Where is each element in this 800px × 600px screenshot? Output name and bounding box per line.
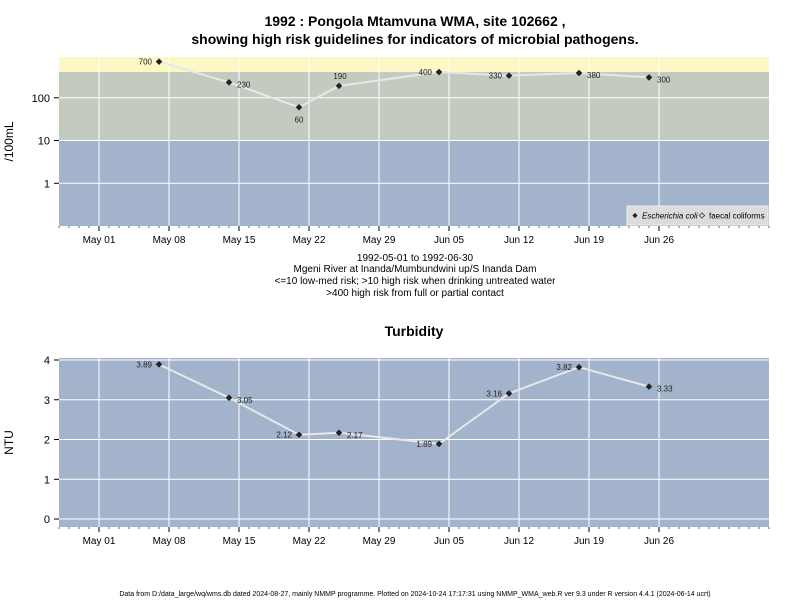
x-tick-label: Jun 26 [644, 536, 674, 547]
x-tick-label: May 08 [153, 235, 186, 246]
subtitle-line-3: <=10 low-med risk; >10 high risk when dr… [275, 276, 557, 287]
data-point [155, 58, 163, 65]
x-tick-label: May 08 [153, 536, 186, 547]
subtitle-line-2: Mgeni River at Inanda/Mumbundwini up/S I… [294, 264, 537, 275]
x-tick-label: Jun 12 [504, 235, 534, 246]
legend-marker-open [698, 212, 706, 219]
footer-note: Data from D:/data_large/wq/wms.db dated … [119, 591, 710, 598]
data-label: 1.89 [416, 440, 432, 449]
x-tick-label: Jun 19 [574, 536, 604, 547]
x-tick-label: May 15 [223, 536, 256, 547]
y-tick-label: 3 [44, 395, 50, 407]
ecoli-panel: May 01 May 08 May 15 May 22 May 29 Jun 05 Jun … [2, 57, 770, 246]
y-tick-label: 100 [32, 93, 50, 105]
x-tick-label: May 22 [293, 536, 326, 547]
x-tick-label: Jun 26 [644, 235, 674, 246]
legend: Escherichia coli faecal coliforms [626, 205, 769, 226]
x-tick-label: May 01 [83, 536, 116, 547]
data-point [295, 431, 303, 439]
y-axis-label: NTU [2, 430, 16, 455]
data-point [335, 429, 343, 437]
risk-band-2 [59, 57, 769, 73]
data-label: 400 [419, 68, 433, 77]
data-label: 700 [139, 58, 153, 67]
y-tick-label: 1 [44, 178, 50, 190]
data-point [155, 361, 163, 368]
x-tick-label: Jun 05 [434, 235, 464, 246]
data-point [225, 79, 233, 86]
data-label: 190 [333, 72, 347, 81]
x-tick-label: May 15 [223, 235, 256, 246]
y-tick-label: 4 [44, 355, 50, 367]
data-point [295, 103, 303, 111]
subtitle-line-4: >400 high risk from full or partial cont… [326, 288, 504, 299]
data-label: 60 [295, 115, 304, 124]
legend-label: Escherichia coli [642, 212, 698, 221]
data-point [645, 74, 653, 81]
data-label: 300 [657, 75, 671, 84]
x-tick-label: May 01 [83, 235, 116, 246]
x-tick-label: Jun 05 [434, 536, 464, 547]
x-tick-label: Jun 19 [574, 235, 604, 246]
chart-title-line-1: 1992 : Pongola Mtamvuna WMA, site 102662… [264, 13, 565, 29]
risk-band-1 [59, 72, 769, 141]
data-point [435, 440, 443, 448]
turbidity-title: Turbidity [385, 323, 444, 339]
data-point [505, 390, 513, 397]
data-point [575, 69, 583, 77]
plot-background [59, 358, 769, 527]
y-axis-label: /100mL [2, 121, 16, 161]
x-tick-label: Jun 12 [504, 536, 534, 547]
data-point [505, 72, 513, 79]
subtitle-line-1: 1992-05-01 to 1992-06-30 [357, 253, 474, 264]
x-tick-label: May 29 [363, 235, 396, 246]
y-tick-label: 2 [44, 435, 50, 447]
data-point [335, 82, 343, 90]
x-tick-label: May 22 [293, 235, 326, 246]
data-point [645, 383, 653, 390]
data-label: 330 [489, 72, 503, 81]
legend-marker-filled [632, 212, 638, 219]
data-label: 3.05 [237, 396, 253, 405]
series-line [158, 363, 650, 445]
data-label: 380 [587, 71, 601, 80]
series-line [158, 60, 650, 109]
data-label: 230 [237, 80, 251, 89]
legend-label: faecal coliforms [709, 212, 765, 221]
y-tick-label: 10 [38, 136, 50, 148]
x-tick-label: May 29 [363, 536, 396, 547]
data-point [225, 394, 233, 402]
data-point [435, 68, 443, 76]
data-label: 2.12 [276, 431, 292, 440]
turbidity-panel: May 01 May 08 May 15 May 22 May 29 Jun 05 Jun … [2, 355, 770, 547]
legend-box [626, 205, 769, 226]
data-label: 2.17 [347, 431, 363, 440]
data-label: 3.82 [556, 363, 572, 372]
y-tick-label: 0 [44, 514, 50, 526]
y-tick-label: 1 [44, 474, 50, 486]
data-label: 3.89 [136, 360, 152, 369]
chart-title-line-2: showing high risk guidelines for indicat… [191, 31, 638, 47]
data-label: 3.33 [657, 385, 673, 394]
data-point [575, 363, 583, 371]
data-label: 3.16 [486, 389, 502, 398]
